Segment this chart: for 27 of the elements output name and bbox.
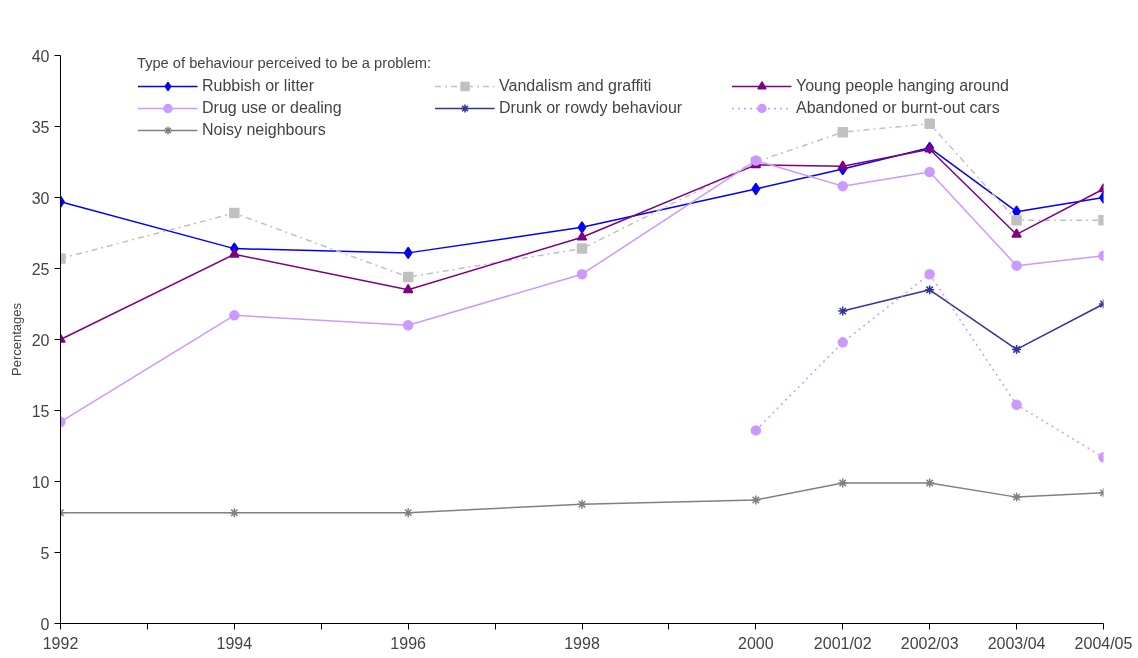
x-tick-label: 1998 (564, 634, 600, 652)
x-tick-label: 1992 (42, 634, 79, 652)
y-tick-label: 5 (40, 544, 50, 562)
y-tick-label: 35 (31, 118, 50, 136)
legend-label: Noisy neighbours (202, 121, 327, 139)
legend-label: Abandoned or burnt-out cars (796, 99, 1001, 117)
legend-label: Drug use or dealing (202, 99, 343, 117)
y-tick-label: 20 (31, 331, 50, 349)
x-tick-label: 1994 (216, 634, 253, 652)
y-axis-title: Percentages (8, 302, 24, 376)
y-tick-label: 0 (40, 615, 50, 633)
x-tick-label: 2001/02 (813, 634, 872, 652)
y-tick-label: 15 (31, 402, 50, 420)
legend-title: Type of behaviour perceived to be a problem: (137, 55, 433, 71)
x-tick-label: 2000 (738, 634, 774, 652)
x-tick-label: 2002/03 (900, 634, 959, 652)
legend-label: Drunk or rowdy behaviour (499, 99, 684, 117)
x-tick-label: 1996 (390, 634, 427, 652)
x-tick-label: 2004/05 (1074, 634, 1133, 652)
legend-label: Vandalism and graffiti (499, 77, 653, 95)
legend-label: Rubbish or litter (202, 77, 316, 95)
x-tick-label: 2003/04 (987, 634, 1046, 652)
legend-label: Young people hanging around (796, 77, 1010, 95)
y-tick-label: 30 (31, 189, 50, 207)
y-tick-label: 25 (31, 260, 50, 278)
y-tick-label: 10 (31, 473, 50, 491)
y-tick-label: 40 (31, 47, 50, 65)
